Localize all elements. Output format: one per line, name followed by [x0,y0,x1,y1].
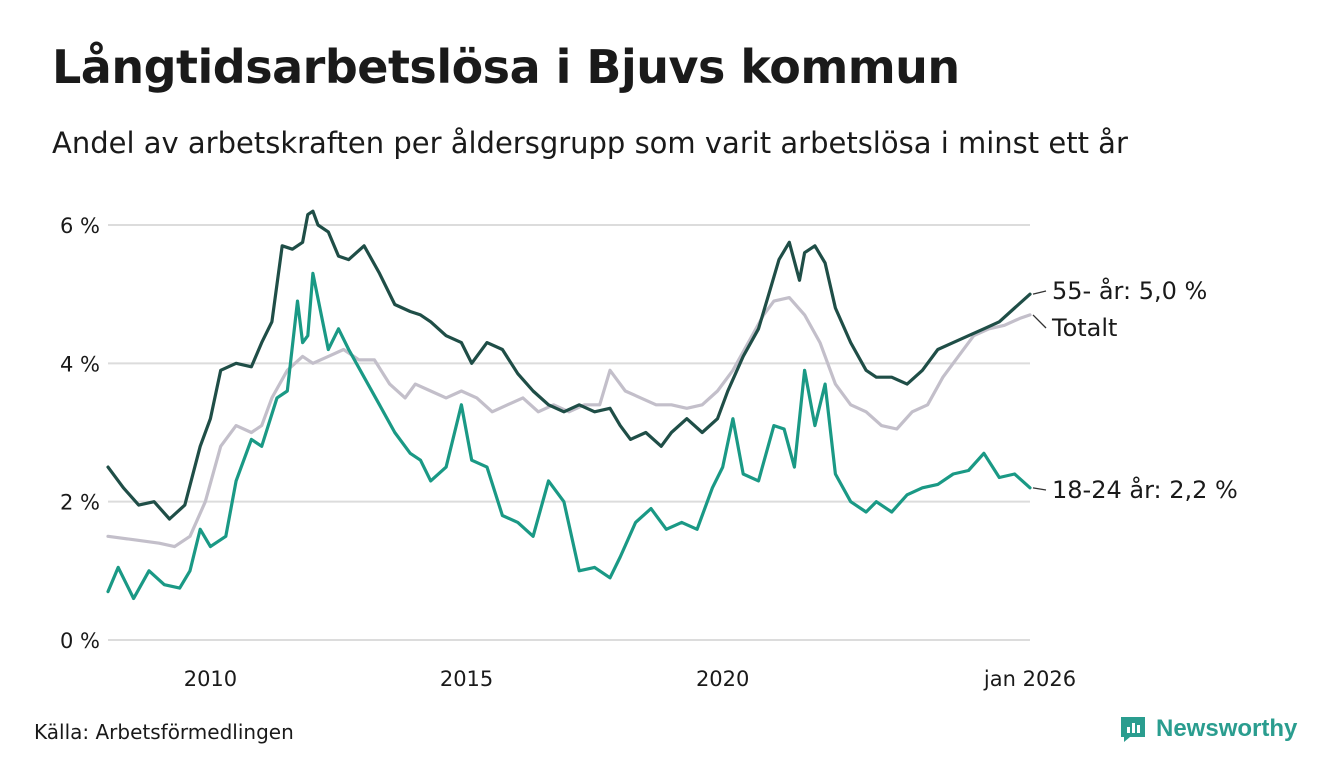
label-leader-total [1032,314,1047,329]
series-label-total: Totalt [1051,314,1117,342]
series-label-s55: 55- år: 5,0 % [1052,276,1207,305]
y-tick-label: 2 % [60,491,100,515]
series-label-s1824: 18-24 år: 2,2 % [1052,475,1238,504]
brand-name: Newsworthy [1156,715,1298,742]
y-tick-label: 4 % [60,352,100,376]
x-tick-label: 2020 [696,667,749,691]
y-tick-label: 0 % [60,629,100,653]
label-leader-s55 [1032,290,1047,295]
x-tick-label: 2015 [440,667,493,691]
x-tick-label: 2010 [184,667,237,691]
chart-title: Långtidsarbetslösa i Bjuvs kommun [52,40,960,94]
series-line-total [106,296,1032,549]
x-tick-label: jan 2026 [983,667,1076,691]
series-line-s1824 [106,271,1032,601]
series-lines [106,209,1032,601]
y-tick-label: 6 % [60,214,100,238]
newsworthy-icon [1121,717,1145,742]
x-axis-ticks: 2010 2015 2020 jan 2026 [184,667,1076,691]
line-chart: 0 % 2 % 4 % 6 % 2010 2015 2020 jan 2026 Totalt… [60,209,1238,691]
y-axis-ticks: 0 % 2 % 4 % 6 % [60,214,100,653]
chart-subtitle: Andel av arbetskraften per åldersgrupp s… [52,126,1128,160]
series-end-labels: Totalt 55- år: 5,0 % 18-24 år: 2,2 % [1032,276,1238,504]
series-line-s55 [106,209,1032,521]
newsworthy-logo[interactable]: Newsworthy [1118,714,1297,744]
label-leader-s1824 [1032,487,1047,491]
source-note: Källa: Arbetsförmedlingen [34,720,294,744]
gridlines [108,224,1030,641]
